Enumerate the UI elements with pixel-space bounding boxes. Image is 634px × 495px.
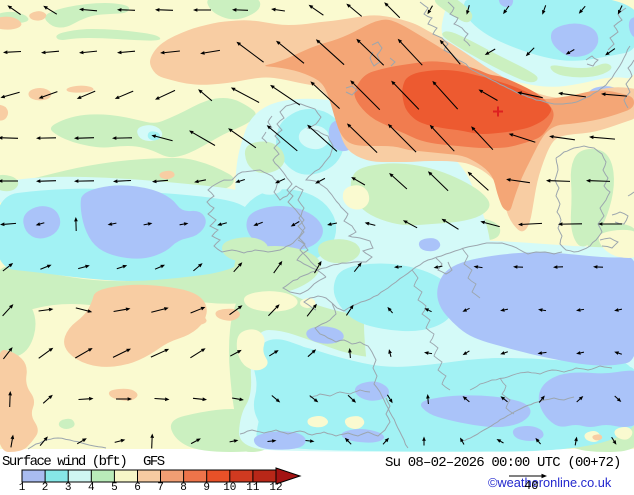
svg-text:7: 7 [157,482,164,490]
svg-text:8: 8 [180,482,187,490]
svg-text:1: 1 [19,482,26,490]
svg-text:9: 9 [203,482,210,490]
svg-text:©weatheronline.co.uk: ©weatheronline.co.uk [488,475,612,490]
svg-text:2: 2 [42,482,49,490]
svg-text:12: 12 [269,482,282,490]
svg-text:5: 5 [111,482,118,490]
svg-text:3: 3 [65,482,72,490]
svg-text:40: 40 [524,479,538,490]
svg-text:Su 08–02–2026 00:00 UTC (00+72: Su 08–02–2026 00:00 UTC (00+72) [385,455,621,471]
svg-text:Surface wind (bft): Surface wind (bft) [2,454,126,470]
svg-text:GFS: GFS [143,454,165,470]
svg-text:10: 10 [223,482,236,490]
svg-text:4: 4 [88,482,95,490]
svg-text:11: 11 [246,482,260,490]
svg-text:6: 6 [134,482,141,490]
